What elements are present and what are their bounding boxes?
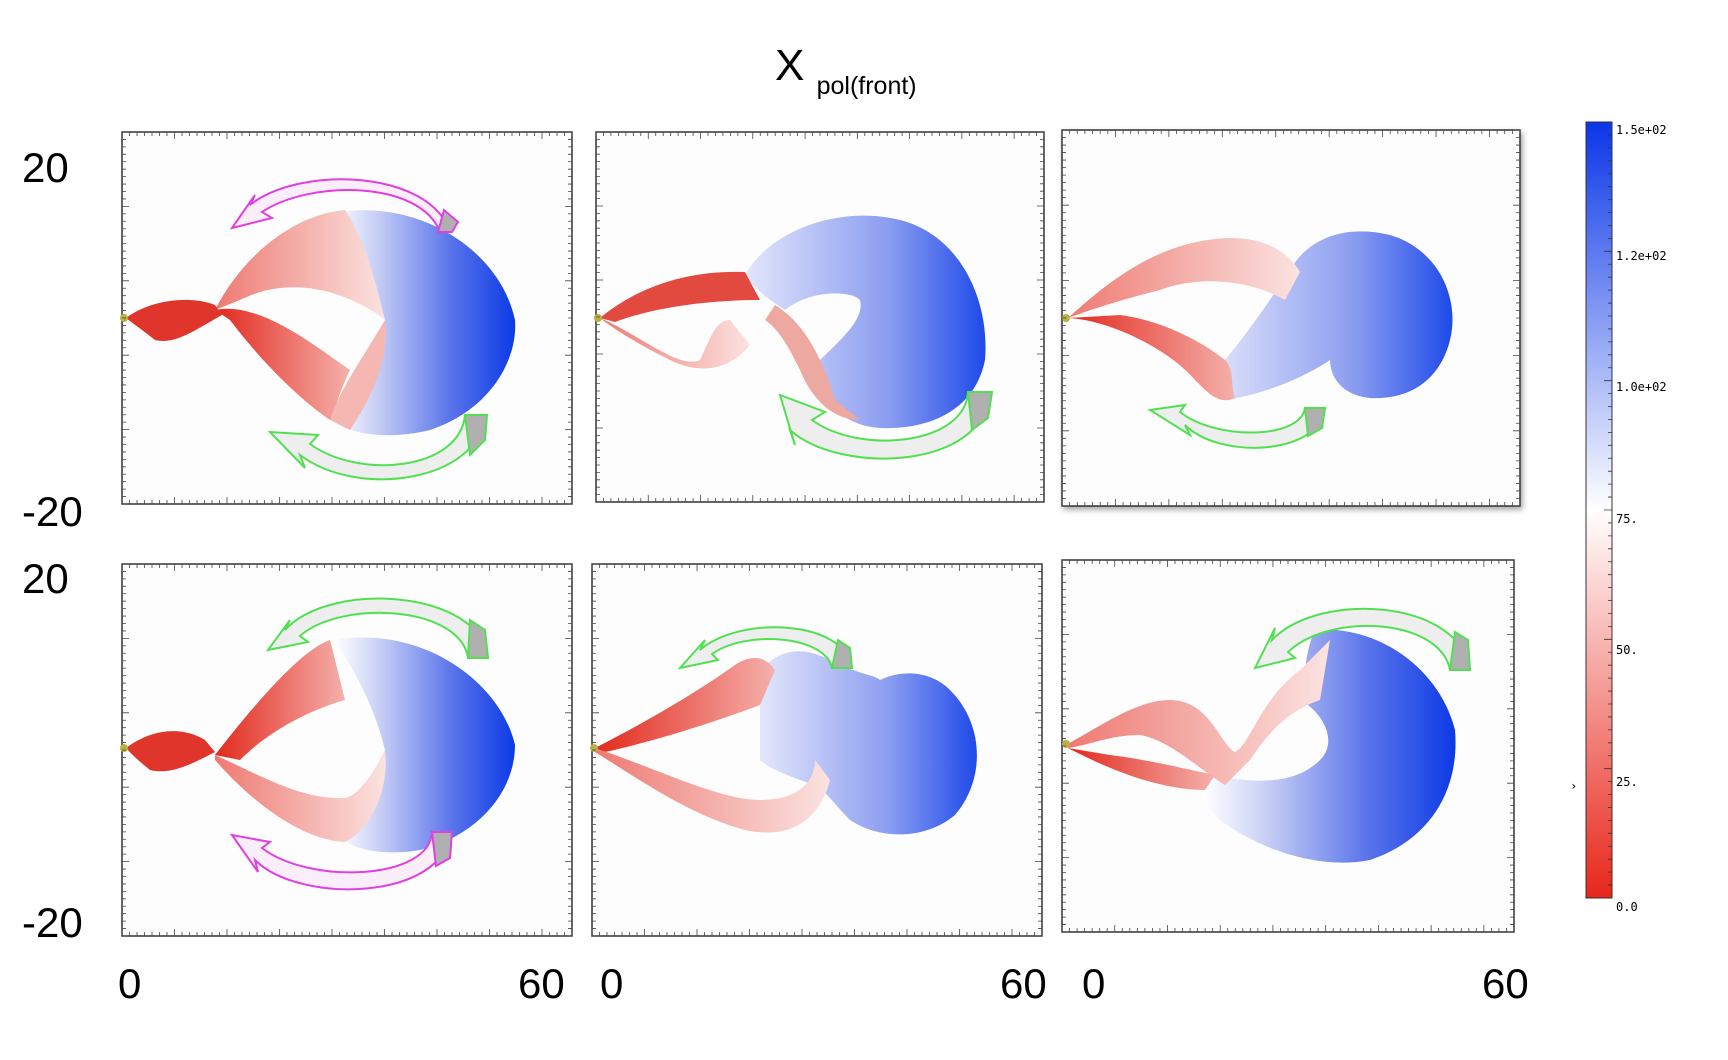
y-label-top-row-20: 20	[22, 144, 69, 191]
arm-lower	[595, 748, 830, 833]
lobe-blue	[1203, 629, 1456, 863]
panel-tick-marks	[121, 131, 573, 505]
panel-bottom-right	[1061, 559, 1515, 933]
lobe-blue	[745, 215, 986, 429]
arm-upper	[595, 658, 775, 752]
arm-lower	[600, 318, 750, 369]
colorbar-tick-label: 25.	[1616, 775, 1638, 789]
colorbar-tick-label: 1.5e+02	[1616, 123, 1667, 137]
colorbar-tick-label: 1.2e+02	[1616, 249, 1667, 263]
lobe-blue	[760, 651, 977, 835]
x-label-col1-60: 60	[518, 960, 565, 1007]
panel-top-middle	[594, 131, 1045, 503]
arm-mid	[765, 305, 860, 420]
arrow-magenta-bottom	[229, 831, 452, 891]
x-label-col2-60: 60	[1000, 960, 1047, 1007]
arrow-magenta-top	[229, 178, 452, 233]
y-label-bottom-row-minus20: -20	[22, 899, 83, 946]
colorbar-tick-label: 0.0	[1616, 900, 1638, 914]
arm-upper	[215, 210, 385, 320]
arm-upper	[1068, 640, 1330, 785]
figure-title: X pol(front)	[775, 41, 917, 100]
lobe-blue	[335, 637, 515, 853]
colorbar-tick-label: 75.	[1616, 512, 1638, 526]
panel-bottom-left	[120, 563, 573, 937]
panel-tick-marks	[121, 563, 573, 937]
x-label-col3-60: 60	[1482, 960, 1529, 1007]
lobe-blue	[1208, 231, 1453, 400]
panel-top-left	[120, 131, 573, 505]
arm-upper	[600, 271, 760, 322]
arm-lower	[1068, 748, 1215, 790]
colorbar-side-mark: ›	[1570, 779, 1577, 793]
source-loop	[126, 731, 215, 772]
panel-tick-marks	[591, 563, 1043, 937]
source-point	[120, 744, 128, 752]
y-label-top-row-minus20: -20	[22, 488, 83, 535]
source-point	[594, 314, 602, 322]
arm-lower	[215, 750, 386, 842]
arm-lower	[1068, 315, 1235, 401]
colorbar: 1.5e+02 1.2e+02 1.0e+02 75. 50. 25. 0.0 …	[1570, 121, 1667, 914]
panel-bottom-middle	[590, 563, 1043, 937]
arrow-green-bottom	[1147, 403, 1327, 449]
arrow-green-bottom	[267, 414, 487, 481]
colorbar-tick-label: 1.0e+02	[1616, 380, 1667, 394]
arrow-green-bottom	[778, 391, 992, 460]
x-label-col1-0: 0	[118, 960, 141, 1007]
source-loop	[126, 299, 222, 341]
arm-upper	[215, 640, 345, 760]
panel-tick-marks	[1061, 559, 1515, 933]
x-label-col2-0: 0	[600, 960, 623, 1007]
arrow-green-top	[265, 597, 490, 659]
panel-tick-marks	[595, 131, 1045, 503]
arrow-green-top	[1253, 607, 1472, 671]
source-point	[590, 744, 598, 752]
colorbar-tick-label: 50.	[1616, 643, 1638, 657]
arm-upper	[1068, 238, 1300, 318]
x-label-col3-0: 0	[1082, 960, 1105, 1007]
arm-lower	[215, 308, 350, 420]
arrow-green-top	[677, 626, 854, 670]
y-label-bottom-row-20: 20	[22, 555, 69, 602]
source-point	[1062, 740, 1070, 748]
panel-tick-marks	[1061, 129, 1521, 507]
panel-top-right-content	[1062, 231, 1453, 449]
colorbar-tick-marks	[1604, 121, 1612, 899]
arm-lower-pink	[330, 320, 386, 430]
